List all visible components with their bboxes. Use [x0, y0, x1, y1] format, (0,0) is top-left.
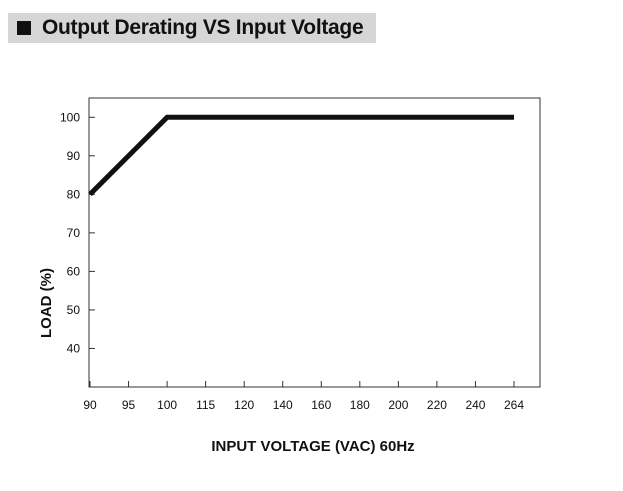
derating-line: [88, 114, 514, 197]
y-tick-label: 50: [67, 303, 81, 317]
square-bullet-icon: [17, 21, 31, 35]
x-tick-label: 90: [83, 398, 97, 412]
x-tick-label: 95: [122, 398, 136, 412]
y-tick-label: 100: [60, 110, 80, 124]
x-tick-label: 100: [157, 398, 177, 412]
chart-title: Output Derating VS Input Voltage: [42, 16, 364, 39]
x-tick-label: 240: [465, 398, 485, 412]
plot-frame: [88, 97, 541, 388]
x-tick-label: 264: [504, 398, 524, 412]
chart-title-bar: Output Derating VS Input Voltage: [8, 13, 376, 43]
y-tick-label: 70: [67, 226, 81, 240]
x-tick-label: 160: [311, 398, 331, 412]
x-tick-label: 115: [196, 398, 215, 412]
x-tick-label: 220: [427, 398, 447, 412]
y-axis-title: LOAD (%): [38, 268, 55, 338]
y-tick-label: 60: [67, 264, 81, 278]
x-tick-label: 200: [388, 398, 408, 412]
x-axis-title: INPUT VOLTAGE (VAC) 60Hz: [211, 438, 414, 455]
y-tick-label: 80: [67, 187, 81, 201]
y-tick-label: 40: [67, 341, 81, 355]
x-tick-label: 180: [350, 398, 370, 412]
y-tick-label: 90: [67, 149, 81, 163]
x-tick-label: 120: [234, 398, 254, 412]
y-axis-ticks: 40 50 60 70 80 90 100: [60, 110, 95, 355]
series-layer: [88, 114, 514, 197]
x-axis-ticks: 90 95 100 115 120 140 160 180 200 220 240 264: [83, 381, 524, 412]
x-tick-label: 140: [273, 398, 293, 412]
